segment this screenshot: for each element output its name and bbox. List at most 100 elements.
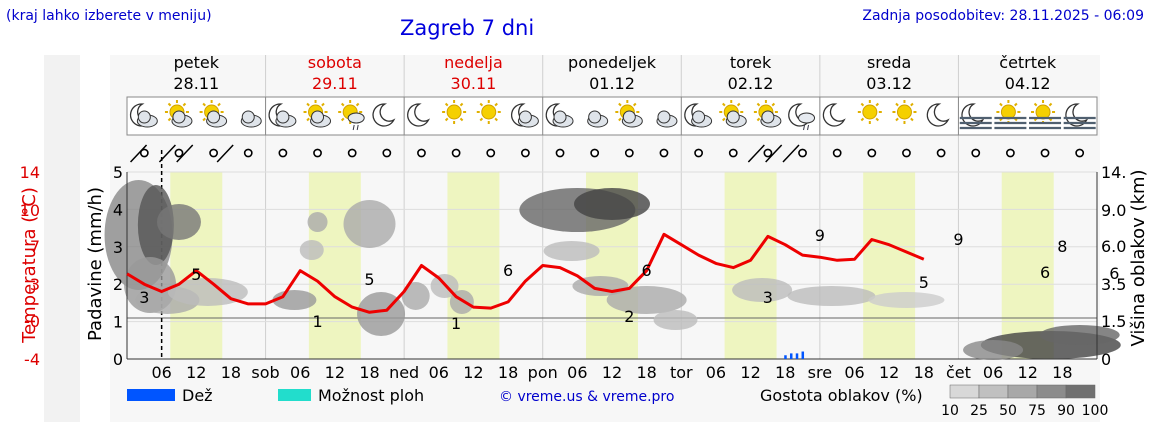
cloud-height-tick: 9.0 xyxy=(1101,201,1126,220)
moon-crescent xyxy=(822,103,846,127)
cloud-patch xyxy=(299,240,324,260)
cloud-puff xyxy=(311,110,325,124)
temp-value-label: 6 xyxy=(1109,264,1119,283)
cloud-patch xyxy=(606,286,687,314)
day-date: 02.12 xyxy=(728,74,774,93)
temperature-line xyxy=(126,232,925,314)
sun-ray xyxy=(999,102,1003,107)
x-tick: 06 xyxy=(567,363,587,382)
wind-calm-circle xyxy=(1040,148,1050,158)
cloud-puff xyxy=(276,110,290,124)
precipitation-bars xyxy=(784,351,805,359)
temp-tick: -0 xyxy=(24,312,40,331)
rain-bar xyxy=(795,353,799,359)
precip-tick: 4 xyxy=(113,200,123,219)
moon-icon xyxy=(372,103,396,127)
sun-ray xyxy=(722,117,726,122)
cloud-puff xyxy=(622,110,636,124)
wind-calm-circle xyxy=(936,148,946,158)
sun-ray xyxy=(756,117,761,122)
sun-ray xyxy=(321,102,325,107)
temp-value-label: 5 xyxy=(364,270,374,289)
cloud-patch xyxy=(401,282,430,310)
moon-cloud-icon xyxy=(510,103,539,128)
density-swatch xyxy=(949,384,980,399)
storm-swatch xyxy=(278,389,311,401)
x-tick: 12 xyxy=(463,363,483,382)
x-tick: 12 xyxy=(325,363,345,382)
sun-ray xyxy=(1033,102,1038,107)
temp-value-label: 6 xyxy=(503,261,513,280)
sun-ray xyxy=(182,102,187,107)
temp-value-label: 6 xyxy=(1040,263,1050,282)
sun-icon xyxy=(857,100,882,124)
daylight-band xyxy=(447,172,500,359)
last-update: Zadnja posodobitev: 28.11.2025 - 06:09 xyxy=(862,8,1144,24)
sun-ray xyxy=(167,102,172,107)
x-tick: sob xyxy=(251,363,279,382)
day-name: sobota xyxy=(308,53,362,72)
cloud-puff xyxy=(518,110,532,124)
day-name: četrtek xyxy=(999,53,1057,72)
cloud-height-axis-label: Višina oblakov (km) xyxy=(1128,169,1149,346)
x-tick: tor xyxy=(670,363,693,382)
density-swatch xyxy=(1065,384,1096,399)
cloud-puff xyxy=(657,110,671,124)
x-tick: 06 xyxy=(983,363,1003,382)
sun-ray xyxy=(217,102,221,107)
wind-barb xyxy=(765,144,783,163)
day-name: ponedeljek xyxy=(568,53,657,72)
temp-value-label: 1 xyxy=(451,314,461,333)
cloud-puff xyxy=(726,110,740,124)
density-swatch xyxy=(978,384,1009,399)
moon-fog-icon xyxy=(959,103,992,130)
drop xyxy=(807,124,810,131)
wind-calm-circle xyxy=(590,148,600,158)
moon-crescent xyxy=(788,103,812,127)
cloud-icon xyxy=(240,110,262,128)
density-level-label: 100 xyxy=(1082,403,1109,419)
sun-ray xyxy=(202,117,206,122)
day-headers: petek 28.11 sobota 29.11 nedelja 30.11 ponedel… xyxy=(173,53,1057,93)
wind-barb xyxy=(216,144,234,163)
cloud-puff xyxy=(241,110,255,124)
wind-calm-circle xyxy=(1005,148,1015,158)
temp-tick: 3 xyxy=(30,275,40,294)
wind-barb xyxy=(747,144,765,163)
wind-calm-circle xyxy=(728,148,738,158)
x-tick: pon xyxy=(528,363,558,382)
wind-barb xyxy=(130,144,148,163)
wind-calm-circle xyxy=(139,148,149,158)
cloud-shape xyxy=(347,112,365,124)
density-level-label: 90 xyxy=(1057,403,1075,419)
temp-value-label: 9 xyxy=(953,230,963,249)
sun-ray xyxy=(860,117,865,122)
moon-cloud-icon xyxy=(129,103,158,128)
sun-ray xyxy=(895,102,899,107)
sun-disc xyxy=(862,104,878,120)
density-swatch xyxy=(1036,384,1067,399)
wind-calm-circle xyxy=(867,148,877,158)
day-date: 01.12 xyxy=(589,74,635,93)
page-title: Zagreb 7 dni xyxy=(400,16,535,40)
sun-ray xyxy=(202,102,206,107)
temp-value-label: 6 xyxy=(642,261,652,280)
x-tick: 06 xyxy=(844,363,864,382)
sun-ray xyxy=(1048,102,1053,107)
drop xyxy=(352,124,355,131)
daylight-band xyxy=(863,172,916,359)
wind-barb xyxy=(782,144,800,163)
sun-cloud-icon xyxy=(753,100,782,128)
sun-cloud-icon xyxy=(303,100,332,128)
rain-swatch xyxy=(127,389,175,401)
sun-ray xyxy=(340,102,345,107)
wind-barb xyxy=(176,144,194,163)
sun-ray xyxy=(340,117,345,122)
sun-ray xyxy=(355,102,360,107)
precip-tick: 2 xyxy=(113,275,123,294)
daylight-band xyxy=(170,172,223,359)
sun-ray xyxy=(479,102,484,107)
wind-calm-circle xyxy=(798,148,807,158)
sun-ray xyxy=(306,102,310,107)
precip-tick: 5 xyxy=(113,163,123,182)
